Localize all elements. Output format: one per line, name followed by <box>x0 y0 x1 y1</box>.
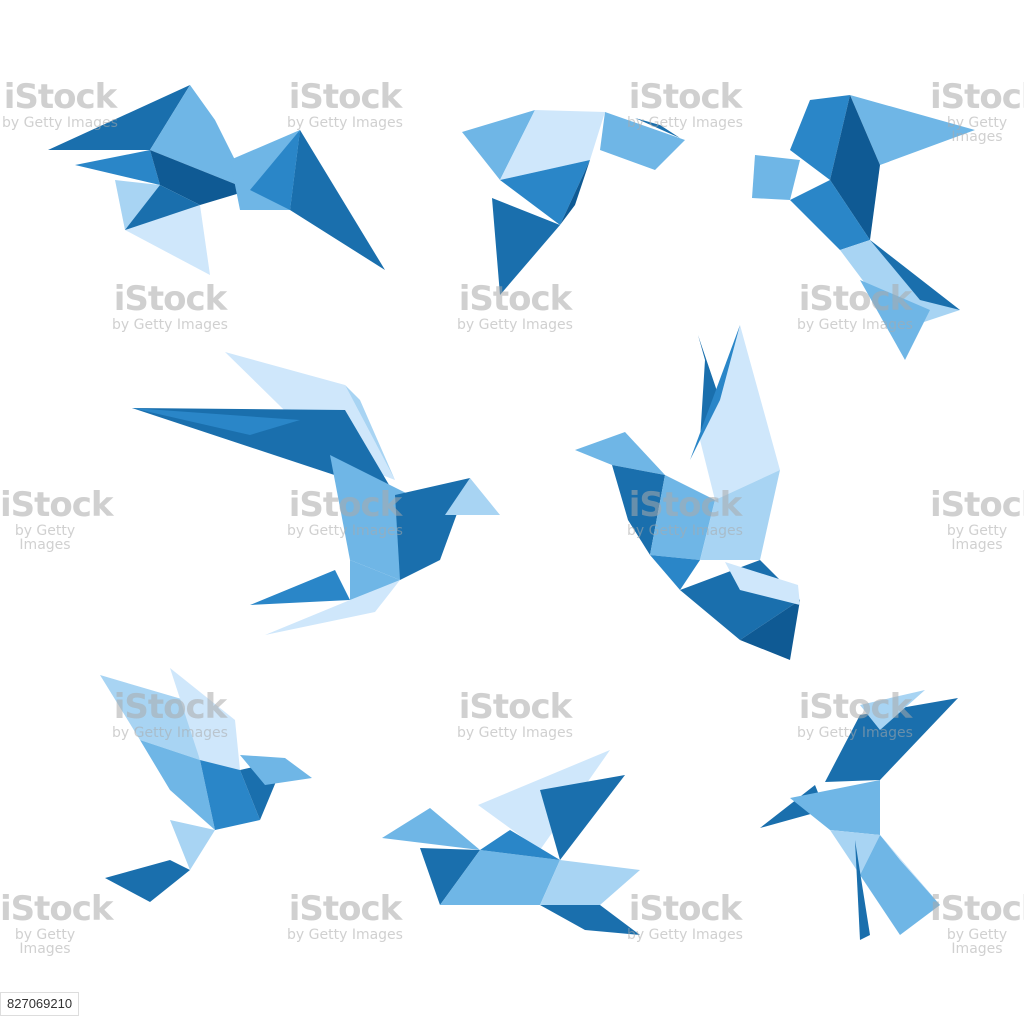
stock-id-label: 827069210 <box>0 992 80 1016</box>
bird-bottom-left <box>100 668 312 902</box>
bird-middle-left <box>132 352 500 635</box>
bird-bottom-center <box>382 750 640 935</box>
bird-top-right <box>752 95 975 360</box>
bird-top-center <box>462 110 685 295</box>
bird-top-left <box>48 85 385 275</box>
bird-bottom-right <box>760 690 958 940</box>
bird-middle-right <box>575 325 800 660</box>
